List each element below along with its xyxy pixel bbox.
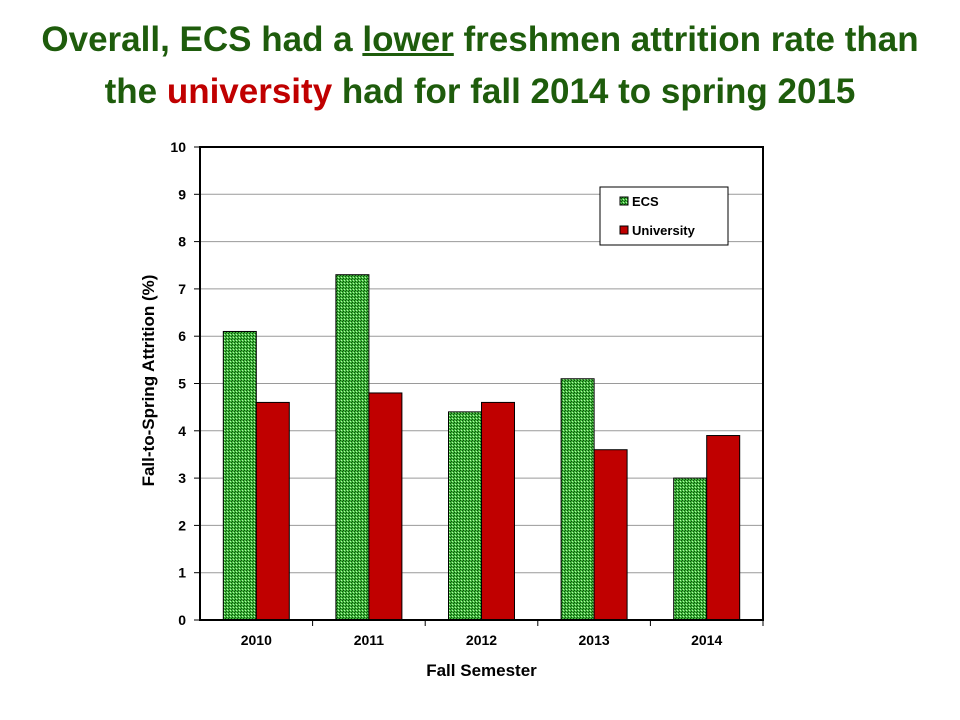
plot-frame [199,146,764,621]
x-tick-label: 2013 [579,632,610,648]
legend-swatch-ecs [619,196,629,206]
title-text: freshmen attrition rate than [453,20,919,59]
legend-swatch-university [619,225,629,235]
title-text: had for fall 2014 to spring 2015 [332,72,856,111]
y-tick-label: 3 [178,470,186,486]
y-tick-label: 10 [170,139,186,155]
bar-ecs-2012 [448,411,482,621]
y-axis-label: Fall-to-Spring Attrition (%) [139,275,158,487]
bar-university-2012 [481,401,515,621]
x-tick-label: 2011 [354,632,385,648]
title-line-2: the university had for fall 2014 to spri… [0,66,960,118]
y-tick-label: 4 [178,423,186,439]
x-tick-label: 2010 [241,632,272,648]
y-tick-label: 9 [178,186,186,202]
title-text: the [104,72,167,111]
legend-label-university: University [632,223,696,238]
bar-university-2011 [368,392,403,621]
bar-ecs-2013 [560,378,595,621]
title-text: Overall, ECS had a [41,20,363,59]
x-tick-label: 2012 [466,632,497,648]
x-axis-label: Fall Semester [426,661,537,680]
y-tick-label: 0 [178,612,186,628]
bar-university-2014 [706,435,741,621]
chart-legend: ECS University [599,186,729,246]
bar-ecs-2010 [222,330,257,621]
title-emphasis-university: university [166,72,333,111]
bar-university-2013 [593,449,628,621]
slide-title: Overall, ECS had a lower freshmen attrit… [0,14,960,118]
bar-university-2010 [255,401,290,621]
y-tick-label: 6 [178,328,186,344]
bar-ecs-2014 [673,477,708,621]
title-line-1: Overall, ECS had a lower freshmen attrit… [0,14,960,66]
y-tick-label: 8 [178,234,186,250]
y-tick-label: 2 [178,517,186,533]
title-emphasis-lower: lower [362,20,454,59]
x-tick-label: 2014 [691,632,722,648]
bar-ecs-2011 [335,274,370,621]
y-tick-label: 5 [178,376,186,392]
y-tick-label: 7 [178,281,186,297]
y-tick-label: 1 [178,565,186,581]
legend-label-ecs: ECS [632,194,659,209]
